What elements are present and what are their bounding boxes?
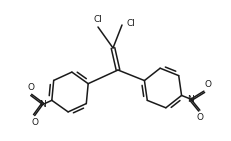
Text: N: N bbox=[39, 100, 46, 109]
Text: N: N bbox=[187, 95, 193, 104]
Text: Cl: Cl bbox=[93, 15, 102, 24]
Text: O: O bbox=[31, 118, 38, 127]
Text: O: O bbox=[204, 80, 211, 89]
Text: O: O bbox=[27, 83, 34, 92]
Text: O: O bbox=[195, 113, 203, 122]
Text: Cl: Cl bbox=[126, 19, 135, 28]
